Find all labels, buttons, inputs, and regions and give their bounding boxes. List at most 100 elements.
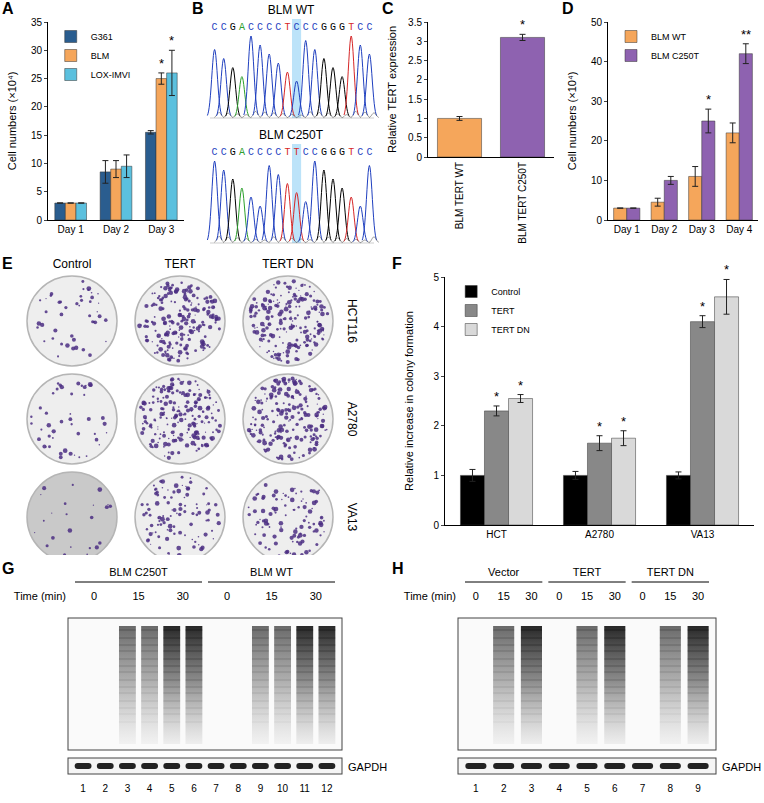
svg-text:*: * xyxy=(597,419,602,434)
svg-text:0: 0 xyxy=(556,590,562,602)
svg-text:10: 10 xyxy=(31,158,43,169)
svg-text:6: 6 xyxy=(612,783,618,794)
svg-text:0: 0 xyxy=(596,215,602,226)
svg-text:HCT116: HCT116 xyxy=(345,299,359,343)
svg-text:1: 1 xyxy=(80,783,86,794)
svg-text:C: C xyxy=(303,22,309,33)
svg-text:BLM C250T: BLM C250T xyxy=(651,51,700,61)
svg-text:1: 1 xyxy=(473,783,479,794)
svg-text:*: * xyxy=(169,33,174,48)
svg-text:Day 1: Day 1 xyxy=(58,224,85,235)
svg-text:Relative increase in colony fo: Relative increase in colony formation xyxy=(403,311,415,491)
svg-text:0: 0 xyxy=(224,590,230,602)
svg-text:BLM TERT WT: BLM TERT WT xyxy=(454,162,465,229)
svg-text:Vector: Vector xyxy=(488,566,520,578)
svg-text:0: 0 xyxy=(433,520,439,531)
svg-text:9: 9 xyxy=(258,783,264,794)
svg-text:TERT: TERT xyxy=(573,566,602,578)
svg-text:C: C xyxy=(294,22,300,33)
svg-text:BLM WT: BLM WT xyxy=(268,3,315,17)
svg-text:BLM: BLM xyxy=(91,51,110,61)
svg-text:35: 35 xyxy=(31,17,43,28)
svg-text:2.5: 2.5 xyxy=(408,55,422,66)
svg-text:VA13: VA13 xyxy=(345,503,359,532)
svg-text:C: C xyxy=(257,147,263,158)
svg-text:*: * xyxy=(621,414,626,429)
svg-text:6: 6 xyxy=(191,783,197,794)
svg-text:TERT: TERT xyxy=(164,257,196,271)
svg-text:8: 8 xyxy=(668,783,674,794)
svg-text:C: C xyxy=(248,147,254,158)
svg-text:1.5: 1.5 xyxy=(408,94,422,105)
svg-text:15: 15 xyxy=(664,590,676,602)
svg-text:BLM WT: BLM WT xyxy=(651,32,687,42)
svg-text:C: C xyxy=(266,22,272,33)
svg-text:C: C xyxy=(357,22,363,33)
svg-text:Relative TERT expression: Relative TERT expression xyxy=(386,26,398,153)
svg-text:C: C xyxy=(248,22,254,33)
svg-text:Control: Control xyxy=(491,287,520,297)
svg-text:G: G xyxy=(321,147,327,158)
svg-text:C: C xyxy=(312,22,318,33)
svg-text:BLM C250T: BLM C250T xyxy=(259,128,324,142)
svg-text:*: * xyxy=(518,378,523,393)
svg-text:10: 10 xyxy=(277,783,289,794)
svg-text:T: T xyxy=(284,22,290,33)
svg-text:4: 4 xyxy=(556,783,562,794)
svg-text:T: T xyxy=(348,22,354,33)
svg-text:0: 0 xyxy=(91,590,97,602)
svg-text:G: G xyxy=(339,22,345,33)
svg-text:C: C xyxy=(366,147,372,158)
svg-text:BLM C250T: BLM C250T xyxy=(109,566,168,578)
svg-text:C: C xyxy=(357,147,363,158)
svg-text:Cell numbers (×10⁴): Cell numbers (×10⁴) xyxy=(566,72,578,171)
svg-text:50: 50 xyxy=(591,17,603,28)
svg-text:0: 0 xyxy=(639,590,645,602)
svg-text:BLM TERT C250T: BLM TERT C250T xyxy=(517,162,528,244)
svg-text:2: 2 xyxy=(433,420,439,431)
svg-text:A: A xyxy=(239,22,245,33)
svg-text:G: G xyxy=(321,22,327,33)
svg-text:C: C xyxy=(221,22,227,33)
svg-text:3: 3 xyxy=(416,36,422,47)
svg-text:G: G xyxy=(230,22,236,33)
svg-text:*: * xyxy=(724,262,729,277)
svg-text:15: 15 xyxy=(31,130,43,141)
svg-text:3: 3 xyxy=(125,783,131,794)
svg-text:C: C xyxy=(312,147,318,158)
svg-text:C: C xyxy=(257,22,263,33)
svg-text:C: C xyxy=(212,22,218,33)
svg-text:7: 7 xyxy=(640,783,646,794)
svg-text:1: 1 xyxy=(433,470,439,481)
svg-text:*: * xyxy=(706,92,711,107)
svg-text:8: 8 xyxy=(235,783,241,794)
svg-text:0: 0 xyxy=(36,215,42,226)
svg-text:0: 0 xyxy=(473,590,479,602)
svg-text:T: T xyxy=(294,147,300,158)
svg-text:*: * xyxy=(494,389,499,404)
svg-text:2: 2 xyxy=(416,74,422,85)
svg-text:C: C xyxy=(366,22,372,33)
svg-text:11: 11 xyxy=(300,783,311,794)
svg-text:4: 4 xyxy=(147,783,153,794)
svg-text:G: G xyxy=(230,147,236,158)
svg-text:20: 20 xyxy=(591,135,603,146)
svg-text:10: 10 xyxy=(591,175,603,186)
svg-text:30: 30 xyxy=(692,590,704,602)
svg-text:30: 30 xyxy=(609,590,621,602)
svg-text:C: C xyxy=(221,147,227,158)
svg-text:3: 3 xyxy=(433,371,439,382)
svg-text:*: * xyxy=(700,299,705,314)
svg-text:2: 2 xyxy=(102,783,108,794)
svg-text:TERT DN: TERT DN xyxy=(491,325,530,335)
svg-text:T: T xyxy=(348,147,354,158)
svg-text:0.5: 0.5 xyxy=(408,132,422,143)
svg-text:G: G xyxy=(330,147,336,158)
svg-text:G361: G361 xyxy=(91,32,113,42)
svg-text:15: 15 xyxy=(132,590,144,602)
svg-text:BLM WT: BLM WT xyxy=(250,566,293,578)
svg-text:Day 3: Day 3 xyxy=(148,224,175,235)
svg-text:4: 4 xyxy=(433,321,439,332)
svg-text:VA13: VA13 xyxy=(691,529,715,540)
svg-text:G: G xyxy=(330,22,336,33)
